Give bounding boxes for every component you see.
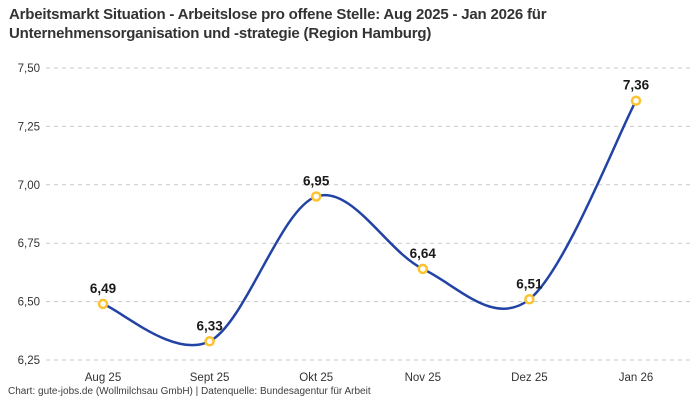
data-point-marker [524,294,535,305]
data-point-marker [97,298,109,310]
data-point-value-label: 6,49 [90,281,116,296]
data-point-marker [204,336,215,347]
data-point-value-label: 6,95 [303,173,330,188]
y-tick-label: 6,75 [18,238,40,250]
data-point-marker [417,263,429,275]
x-tick-label: Dez 25 [511,372,547,384]
data-point-marker [630,95,642,106]
chart-title-line-1: Arbeitsmarkt Situation - Arbeitslose pro… [9,6,547,23]
data-point-value-label: 6,64 [410,246,437,261]
x-tick-label: Sept 25 [190,372,230,384]
y-tick-label: 7,50 [18,63,40,75]
chart-footer-attribution: Chart: gute-jobs.de (Wollmilchsau GmbH) … [8,386,371,397]
data-point-value-label: 6,33 [196,318,223,333]
x-tick-label: Aug 25 [85,372,121,384]
y-tick-label: 6,25 [18,355,40,367]
data-point-marker [310,191,322,202]
data-point-value-label: 6,51 [516,276,543,291]
chart-header: Arbeitsmarkt Situation - Arbeitslose pro… [9,5,690,43]
x-tick-label: Jan 26 [619,372,654,384]
y-tick-label: 7,00 [18,180,40,192]
data-point-value-label: 7,36 [623,78,650,93]
x-tick-label: Okt 25 [299,372,333,384]
chart-title-line-2: Unternehmensorganisation und -strategie … [9,25,432,42]
series-line [101,99,638,347]
x-tick-label: Nov 25 [405,372,441,384]
y-tick-label: 7,25 [18,121,40,133]
y-tick-label: 6,50 [18,297,40,309]
